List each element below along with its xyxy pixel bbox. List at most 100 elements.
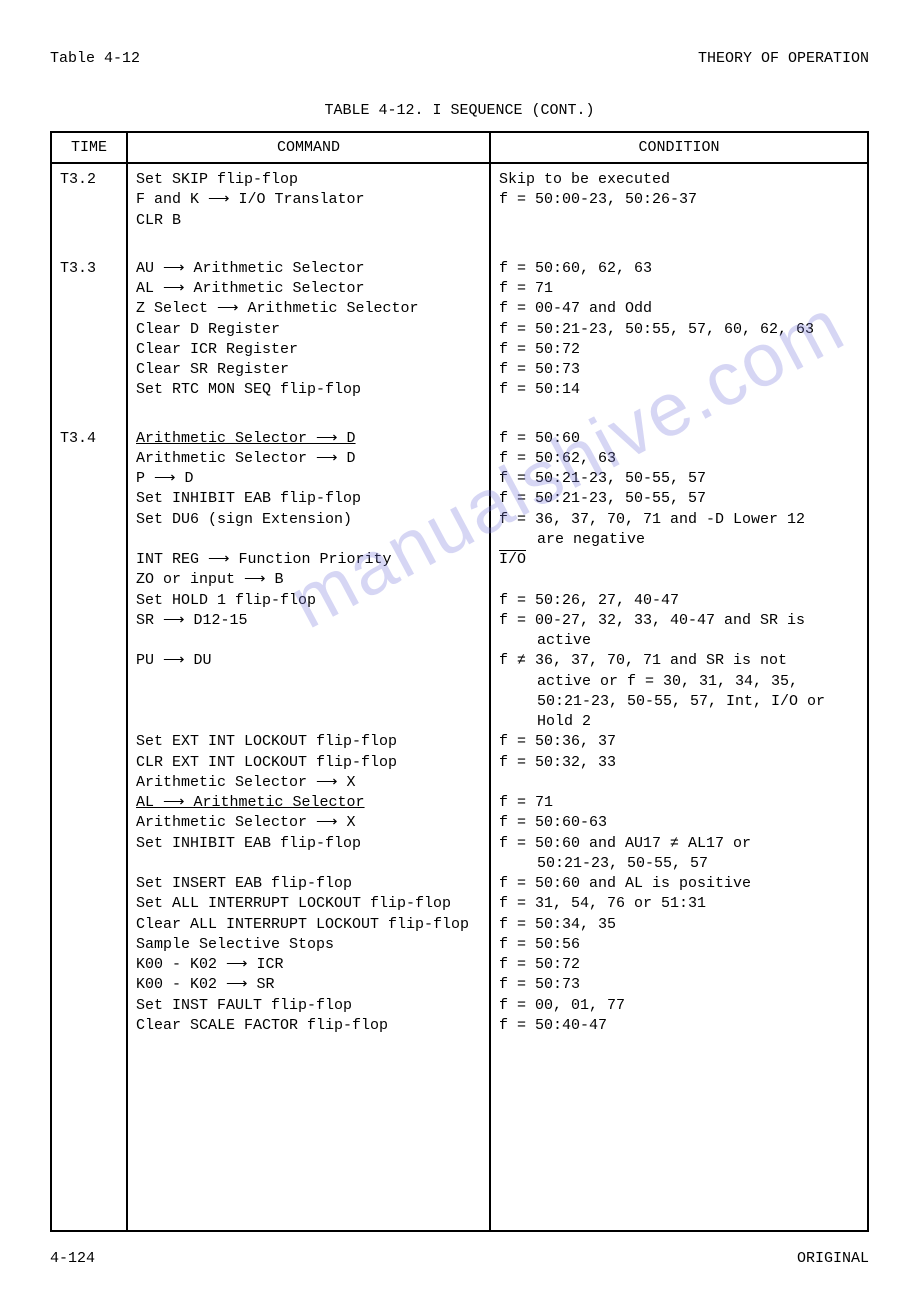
condition-line: 50:21-23, 50-55, 57, Int, I/O or (499, 692, 859, 712)
command-line: Set SKIP flip-flop (136, 170, 481, 190)
footer-left: 4-124 (50, 1250, 95, 1267)
condition-line: 50:21-23, 50-55, 57 (499, 854, 859, 874)
command-line: Set INST FAULT flip-flop (136, 996, 481, 1016)
condition-line: are negative (499, 530, 859, 550)
page-header: Table 4-12 THEORY OF OPERATION (50, 50, 869, 67)
col-header-time: TIME (51, 132, 127, 163)
condition-line: active or f = 30, 31, 34, 35, (499, 672, 859, 692)
condition-line: f = 50:60 (499, 429, 859, 449)
condition-line: f = 00-27, 32, 33, 40-47 and SR is (499, 611, 859, 631)
condition-line: f = 50:60-63 (499, 813, 859, 833)
table-body: T3.2 T3.3 T3.4 Set SKIP flip-flopF and K… (51, 163, 868, 1231)
command-line (136, 854, 481, 874)
command-line (136, 530, 481, 550)
command-line: Set ALL INTERRUPT LOCKOUT flip-flop (136, 894, 481, 914)
footer-right: ORIGINAL (797, 1250, 869, 1267)
condition-line: f = 31, 54, 76 or 51:31 (499, 894, 859, 914)
command-line (136, 672, 481, 692)
command-line: Set HOLD 1 flip-flop (136, 591, 481, 611)
command-line: AL ⟶ Arithmetic Selector (136, 279, 481, 299)
condition-line: f = 50:21-23, 50:55, 57, 60, 62, 63 (499, 320, 859, 340)
condition-line: f = 50:34, 35 (499, 915, 859, 935)
command-line: SR ⟶ D12-15 (136, 611, 481, 631)
command-line: Set EXT INT LOCKOUT flip-flop (136, 732, 481, 752)
command-line: Z Select ⟶ Arithmetic Selector (136, 299, 481, 319)
command-line: PU ⟶ DU (136, 651, 481, 671)
condition-line: f = 50:56 (499, 935, 859, 955)
condition-line: f = 71 (499, 279, 859, 299)
condition-line: I/O (499, 550, 859, 570)
command-line: INT REG ⟶ Function Priority (136, 550, 481, 570)
command-line: Clear D Register (136, 320, 481, 340)
condition-line: f = 50:36, 37 (499, 732, 859, 752)
condition-line (499, 570, 859, 590)
time-label: T3.2 (60, 170, 118, 190)
command-line: Sample Selective Stops (136, 935, 481, 955)
command-line (136, 692, 481, 712)
command-line: K00 - K02 ⟶ SR (136, 975, 481, 995)
condition-line: f = 50:60 and AU17 ≠ AL17 or (499, 834, 859, 854)
command-line: Arithmetic Selector ⟶ D (136, 449, 481, 469)
command-line: Set INHIBIT EAB flip-flop (136, 489, 481, 509)
command-line: P ⟶ D (136, 469, 481, 489)
condition-line (499, 773, 859, 793)
command-line: Clear SCALE FACTOR flip-flop (136, 1016, 481, 1036)
condition-line: f ≠ 36, 37, 70, 71 and SR is not (499, 651, 859, 671)
condition-line: f = 50:60, 62, 63 (499, 259, 859, 279)
command-line: Set RTC MON SEQ flip-flop (136, 380, 481, 400)
condition-line: f = 50:26, 27, 40-47 (499, 591, 859, 611)
command-line: ZO or input ⟶ B (136, 570, 481, 590)
condition-line: f = 00-47 and Odd (499, 299, 859, 319)
condition-line: f = 71 (499, 793, 859, 813)
header-left: Table 4-12 (50, 50, 140, 67)
command-line: Set DU6 (sign Extension) (136, 510, 481, 530)
command-line: Arithmetic Selector ⟶ X (136, 813, 481, 833)
command-line: Arithmetic Selector ⟶ D (136, 429, 481, 449)
condition-cell: Skip to be executedf = 50:00-23, 50:26-3… (490, 163, 868, 1231)
condition-line: f = 36, 37, 70, 71 and -D Lower 12 (499, 510, 859, 530)
condition-line: f = 00, 01, 77 (499, 996, 859, 1016)
condition-line: f = 50:73 (499, 975, 859, 995)
time-cell: T3.2 T3.3 T3.4 (51, 163, 127, 1231)
command-line: CLR B (136, 211, 481, 231)
table-header-row: TIME COMMAND CONDITION (51, 132, 868, 163)
condition-line: f = 50:62, 63 (499, 449, 859, 469)
command-line: CLR EXT INT LOCKOUT flip-flop (136, 753, 481, 773)
command-line: Set INSERT EAB flip-flop (136, 874, 481, 894)
condition-line: f = 50:72 (499, 340, 859, 360)
command-line: Clear ALL INTERRUPT LOCKOUT flip-flop (136, 915, 481, 935)
table-caption: TABLE 4-12. I SEQUENCE (CONT.) (50, 102, 869, 119)
condition-line: f = 50:73 (499, 360, 859, 380)
condition-line: f = 50:14 (499, 380, 859, 400)
command-line: Clear SR Register (136, 360, 481, 380)
condition-line: f = 50:21-23, 50-55, 57 (499, 469, 859, 489)
condition-line: active (499, 631, 859, 651)
condition-line: f = 50:60 and AL is positive (499, 874, 859, 894)
time-label: T3.3 (60, 259, 118, 279)
condition-line: f = 50:21-23, 50-55, 57 (499, 489, 859, 509)
command-line: Set INHIBIT EAB flip-flop (136, 834, 481, 854)
command-line: Clear ICR Register (136, 340, 481, 360)
command-line: Arithmetic Selector ⟶ X (136, 773, 481, 793)
time-label: T3.4 (60, 429, 118, 449)
command-line: AL ⟶ Arithmetic Selector (136, 793, 481, 813)
command-cell: Set SKIP flip-flopF and K ⟶ I/O Translat… (127, 163, 490, 1231)
page-footer: 4-124 ORIGINAL (50, 1250, 869, 1267)
command-line: F and K ⟶ I/O Translator (136, 190, 481, 210)
condition-line: f = 50:40-47 (499, 1016, 859, 1036)
col-header-condition: CONDITION (490, 132, 868, 163)
command-line (136, 631, 481, 651)
condition-line: f = 50:32, 33 (499, 753, 859, 773)
command-line: AU ⟶ Arithmetic Selector (136, 259, 481, 279)
condition-line: Hold 2 (499, 712, 859, 732)
condition-line (499, 211, 859, 231)
header-right: THEORY OF OPERATION (698, 50, 869, 67)
col-header-command: COMMAND (127, 132, 490, 163)
condition-line: f = 50:00-23, 50:26-37 (499, 190, 859, 210)
condition-line: Skip to be executed (499, 170, 859, 190)
command-line (136, 712, 481, 732)
condition-line: f = 50:72 (499, 955, 859, 975)
sequence-table: TIME COMMAND CONDITION T3.2 T3.3 T3.4 Se… (50, 131, 869, 1232)
table-row: T3.2 T3.3 T3.4 Set SKIP flip-flopF and K… (51, 163, 868, 1231)
command-line: K00 - K02 ⟶ ICR (136, 955, 481, 975)
